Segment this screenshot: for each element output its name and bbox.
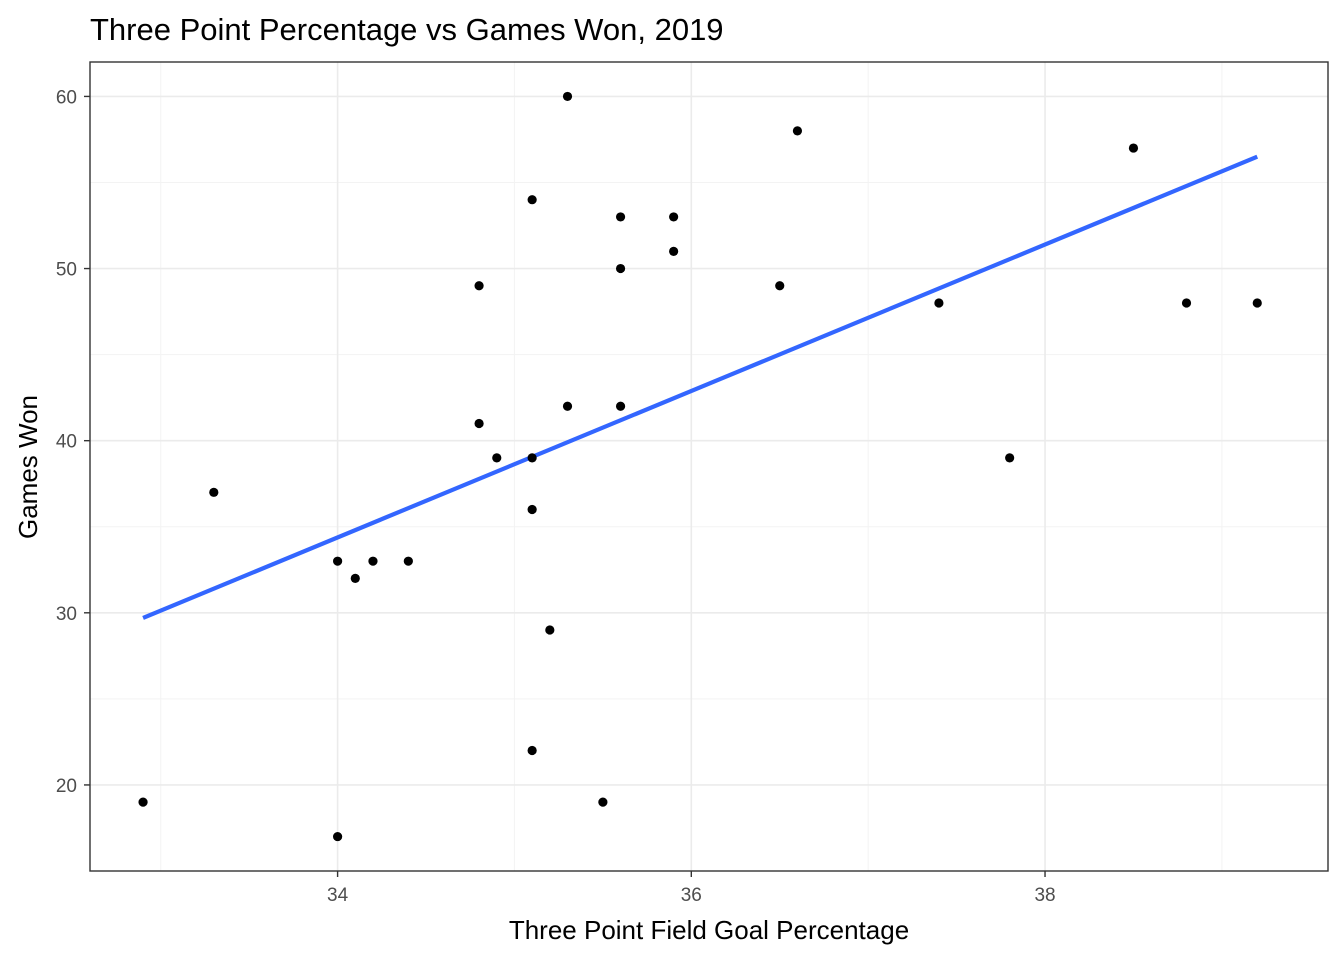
data-point (1252, 298, 1262, 308)
data-point (775, 281, 785, 291)
data-point (1181, 298, 1192, 308)
major-grid (90, 62, 1328, 871)
data-point (403, 556, 413, 566)
y-axis-ticks: 20 30 40 50 60 (56, 87, 90, 797)
data-point (545, 625, 555, 635)
chart-title: Three Point Percentage vs Games Won, 201… (90, 12, 724, 47)
x-tick-label: 34 (327, 885, 349, 906)
data-point (209, 487, 219, 497)
data-point (934, 298, 944, 308)
data-point (615, 263, 626, 274)
y-tick-label: 40 (56, 432, 77, 453)
data-point (669, 212, 679, 222)
data-point (792, 126, 803, 136)
data-point (527, 745, 537, 756)
trend-line-layer (142, 154, 1259, 620)
data-point (562, 91, 573, 102)
data-point (527, 504, 537, 515)
data-point (474, 418, 484, 429)
data-point (333, 556, 343, 566)
data-point (1128, 143, 1139, 153)
y-tick-label: 50 (56, 260, 77, 281)
data-point (598, 797, 608, 807)
data-point (615, 401, 626, 411)
data-point (333, 831, 343, 842)
data-point (527, 453, 537, 463)
x-axis-title: Three Point Field Goal Percentage (509, 915, 909, 945)
data-point (615, 212, 626, 222)
y-tick-label: 30 (56, 604, 77, 625)
trend-line (142, 154, 1259, 620)
data-point (138, 797, 148, 807)
data-point (669, 246, 679, 256)
x-tick-label: 36 (681, 885, 702, 906)
x-axis-ticks: 34 36 38 (327, 871, 1056, 906)
x-tick-label: 38 (1034, 885, 1055, 906)
data-point (492, 453, 502, 463)
data-point (350, 573, 360, 583)
y-axis-title: Games Won (13, 395, 43, 539)
data-point (1005, 453, 1015, 463)
y-tick-label: 60 (56, 87, 77, 108)
data-point (527, 195, 537, 205)
panel-border (89, 61, 1329, 872)
data-points (138, 91, 1262, 842)
data-point (368, 556, 378, 566)
minor-grid (90, 62, 1328, 872)
y-tick-label: 20 (56, 776, 77, 797)
data-point (562, 401, 573, 411)
data-point (474, 281, 484, 291)
